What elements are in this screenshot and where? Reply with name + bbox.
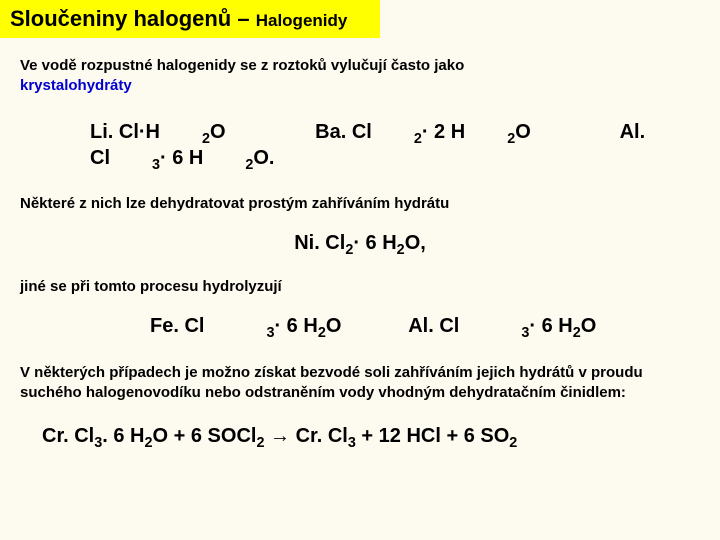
formula-bacl2: Ba. Cl2· 2 H2O bbox=[315, 121, 573, 143]
formula-nicl2: Ni. Cl2· 6 H2O, bbox=[20, 232, 700, 258]
para1-highlight: krystalohydráty bbox=[20, 77, 132, 94]
equation: Cr. Cl3. 6 H2O + 6 SOCl2 → Cr. Cl3 + 12 … bbox=[20, 425, 700, 451]
para1-text: Ve vodě rozpustné halogenidy se z roztok… bbox=[20, 57, 464, 74]
paragraph-4: V některých případech je možno získat be… bbox=[20, 363, 700, 404]
title-main: Sloučeniny halogenů – bbox=[10, 6, 256, 31]
formula-alcl3-b: Al. Cl3· 6 H2O bbox=[408, 315, 596, 337]
paragraph-3: jiné se při tomto procesu hydrolyzují bbox=[20, 278, 700, 295]
slide-content: Ve vodě rozpustné halogenidy se z roztok… bbox=[0, 38, 720, 451]
paragraph-1: Ve vodě rozpustné halogenidy se z roztok… bbox=[20, 56, 700, 97]
formula-row-1: Li. Cl·H2O Ba. Cl2· 2 H2O Al. Cl3· 6 H2O… bbox=[20, 121, 700, 173]
paragraph-2: Některé z nich lze dehydratovat prostým … bbox=[20, 195, 700, 212]
formula-licl: Li. Cl·H2O bbox=[90, 121, 268, 143]
formula-row-2: Fe. Cl3· 6 H2O Al. Cl3· 6 H2O bbox=[20, 315, 700, 341]
title-sub: Halogenidy bbox=[256, 11, 348, 30]
formula-fecl3: Fe. Cl3· 6 H2O bbox=[150, 315, 341, 337]
title-bar: Sloučeniny halogenů – Halogenidy bbox=[0, 0, 380, 38]
